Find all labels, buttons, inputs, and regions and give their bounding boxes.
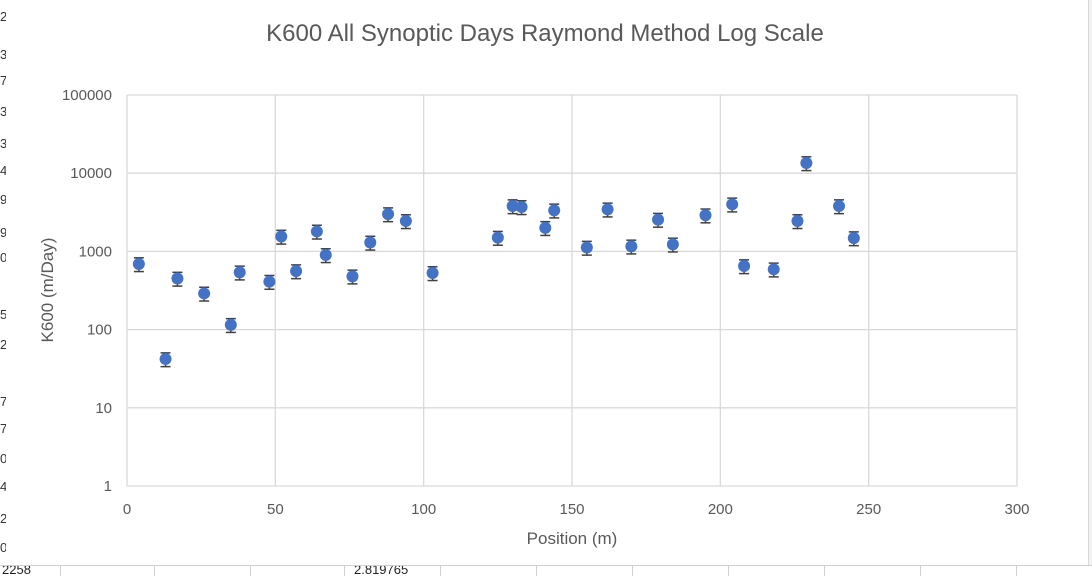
data-point [399, 214, 412, 227]
sheet-cell-digit: 0 [0, 452, 6, 465]
y-tick-label: 1000 [79, 243, 112, 260]
data-points [132, 156, 860, 368]
cell-separator [536, 566, 537, 576]
data-point [548, 204, 561, 217]
data-point [275, 230, 288, 243]
data-point [652, 213, 665, 226]
data-point [738, 260, 751, 273]
x-tick-label: 250 [856, 501, 881, 518]
x-tick-label: 100 [411, 501, 436, 518]
y-tick-label: 100 [87, 322, 112, 339]
cell-separator [344, 566, 345, 576]
x-tick-label: 300 [1004, 501, 1029, 518]
sheet-cell-digit: 9 [0, 193, 6, 206]
y-tick-label: 100000 [62, 87, 112, 104]
sheet-cell-digit: 0 [0, 251, 6, 264]
cell-value: 2.819765 [354, 565, 409, 576]
sheet-cell-digit: 4 [0, 480, 6, 493]
y-tick-label: 1 [104, 478, 112, 495]
x-tick-label: 150 [559, 501, 584, 518]
sheet-cell-digit: 4 [0, 164, 6, 177]
data-point [319, 248, 332, 261]
x-axis-label: Position (m) [527, 529, 618, 548]
gridlines [126, 94, 1018, 487]
sheet-cell-digit: 9 [0, 226, 6, 239]
data-point [132, 258, 145, 271]
data-point [346, 270, 359, 283]
data-point [515, 200, 528, 213]
sheet-cell-digit: 7 [0, 395, 6, 408]
sheet-cell-digit: 7 [0, 74, 6, 87]
y-axis-label: K600 (m/Day) [38, 238, 57, 343]
data-point [263, 275, 276, 288]
data-point [310, 225, 323, 238]
chart-svg: K600 All Synoptic Days Raymond Method Lo… [38, 20, 1030, 548]
data-point [791, 214, 804, 227]
data-point [767, 263, 780, 276]
cell-separator [728, 566, 729, 576]
data-point [699, 209, 712, 222]
sheet-cell-digit: 3 [0, 48, 6, 61]
data-point [506, 200, 519, 213]
cell-separator [632, 566, 633, 576]
x-tick-label: 200 [708, 501, 733, 518]
sheet-cell-digit: 3 [0, 105, 6, 118]
sheet-cell-digit: 3 [0, 137, 6, 150]
data-point [847, 232, 860, 245]
cell-separator [824, 566, 825, 576]
data-point [198, 287, 211, 300]
x-tick-labels: 0 50 100 150 200 250 300 [123, 501, 1030, 518]
data-point [580, 241, 593, 254]
data-point [426, 266, 439, 279]
cell-separator [250, 566, 251, 576]
chart-area[interactable]: K600 All Synoptic Days Raymond Method Lo… [8, 0, 1089, 565]
data-point [233, 266, 246, 279]
cell-separator [60, 566, 61, 576]
cell-separator [1016, 566, 1017, 576]
cell-value: 2258 [2, 565, 31, 576]
data-point [800, 157, 813, 170]
sheet-cell-digit: 2 [0, 10, 6, 23]
sheet-cell-digit: 0 [0, 541, 6, 554]
data-point [625, 240, 638, 253]
sheet-cell-digit: 2 [0, 512, 6, 525]
y-tick-label: 10000 [70, 165, 112, 182]
y-tick-label: 10 [95, 400, 112, 417]
cell-separator [920, 566, 921, 576]
y-tick-labels: 1 10 100 1000 10000 100000 [62, 87, 112, 495]
data-point [666, 238, 679, 251]
data-point [382, 208, 395, 221]
data-point [726, 198, 739, 211]
data-point [364, 236, 377, 249]
sheet-cell-digit: 5 [0, 308, 6, 321]
sheet-cell-digit: 2 [0, 338, 6, 351]
x-tick-label: 50 [267, 501, 284, 518]
data-point [290, 265, 303, 278]
sheet-cell-digit: 7 [0, 422, 6, 435]
x-tick-label: 0 [123, 501, 131, 518]
chart-title: K600 All Synoptic Days Raymond Method Lo… [266, 20, 824, 47]
window-right-edge [1088, 0, 1092, 575]
data-point [833, 200, 845, 213]
cell-separator [154, 566, 155, 576]
spreadsheet-bottom-row: 2258 2.819765 [0, 565, 1092, 576]
data-point [539, 221, 552, 234]
data-point [159, 353, 172, 366]
data-point [491, 231, 504, 244]
data-point [171, 272, 184, 285]
data-point [601, 203, 614, 216]
data-point [224, 318, 237, 331]
cell-separator [440, 566, 441, 576]
